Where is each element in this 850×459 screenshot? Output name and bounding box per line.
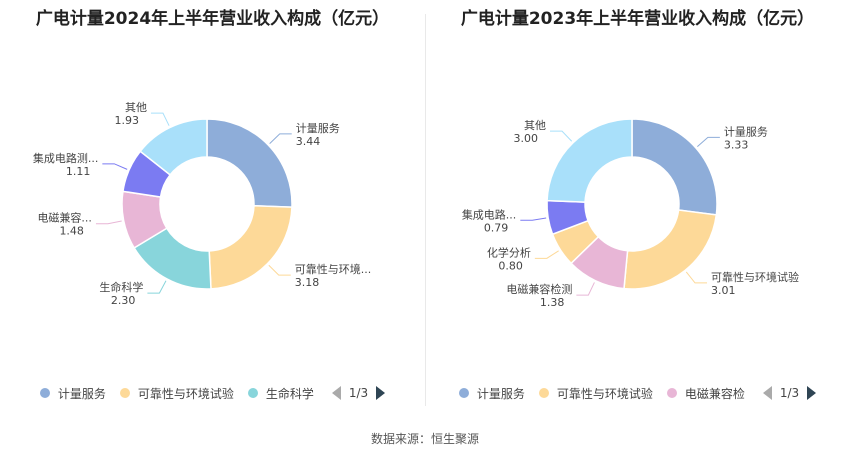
legend-marker-icon (458, 388, 469, 398)
slice-value-label: 3.18 (295, 276, 320, 289)
leader-line (534, 250, 559, 259)
slice-value-label: 1.48 (59, 225, 84, 238)
prev-page-icon[interactable] (331, 386, 341, 400)
slice-label: 其他 (524, 119, 546, 132)
legend: 计量服务 可靠性与环境试验 生命科学 1/3 (0, 383, 425, 403)
leader-line (150, 112, 170, 126)
chart-panel-2023: 广电计量2023年上半年营业收入构成（亿元） 计量服务 3.33 可靠性与环境试验 3… (425, 0, 850, 410)
leader-line (147, 280, 167, 294)
chart-title: 广电计量2023年上半年营业收入构成（亿元） (460, 9, 815, 29)
page-indicator: 1/3 (779, 386, 800, 400)
leader-line (576, 282, 595, 296)
slice-value-label: 0.79 (484, 221, 509, 234)
legend-label: 计量服务 (476, 386, 525, 401)
donut-slice[interactable] (206, 118, 293, 208)
legend-label: 可靠性与环境试验 (137, 386, 234, 401)
slice-label: 集成电路... (462, 207, 517, 221)
slice-value-label: 1.93 (114, 114, 139, 127)
slice-label: 电磁兼容... (37, 211, 92, 225)
slice-value-label: 1.11 (66, 165, 91, 178)
leader-line (95, 220, 122, 225)
next-page-icon[interactable] (376, 386, 386, 400)
legend-item[interactable]: 可靠性与环境试验 (119, 385, 234, 402)
legend-label: 电磁兼容检 (684, 386, 745, 401)
donut-slice[interactable] (631, 118, 718, 216)
legend-label: 可靠性与环境试验 (556, 386, 653, 401)
legend-label: 计量服务 (57, 386, 106, 401)
leader-line (685, 271, 708, 284)
slice-value-label: 3.00 (514, 132, 539, 145)
slice-label: 可靠性与环境试验 (711, 270, 799, 284)
slice-value-label: 0.80 (498, 259, 522, 272)
donut-slice[interactable] (139, 118, 208, 176)
legend-item[interactable]: 计量服务 (458, 385, 525, 402)
slice-label: 生命科学 (99, 280, 143, 294)
leader-line (269, 133, 292, 145)
slice-value-label: 1.38 (540, 296, 565, 309)
leader-line (697, 136, 720, 147)
slice-value-label: 3.01 (711, 284, 736, 297)
legend-pager: 1/3 (331, 386, 386, 400)
donut-slice[interactable] (623, 209, 718, 290)
chart-panel-2024: 广电计量2024年上半年营业收入构成（亿元） 计量服务 3.44 可靠性与环境...… (0, 0, 425, 410)
slice-value-label: 3.44 (296, 135, 321, 148)
legend-item[interactable]: 生命科学 (247, 385, 314, 402)
slice-label: 计量服务 (724, 125, 768, 138)
slice-value-label: 2.30 (111, 294, 136, 307)
legend-label: 生命科学 (265, 386, 314, 401)
chart-title: 广电计量2024年上半年营业收入构成（亿元） (35, 9, 390, 29)
data-source: 数据来源：恒生聚源 (370, 432, 479, 446)
donut-slice[interactable] (208, 204, 293, 290)
legend-marker-icon (538, 388, 549, 398)
leader-line (102, 163, 128, 170)
legend-item[interactable]: 可靠性与环境试验 (538, 385, 653, 402)
slice-label: 其他 (125, 101, 147, 114)
legend-marker-icon (119, 388, 130, 398)
legend-pager: 1/3 (762, 386, 817, 400)
slice-label: 化学分析 (487, 245, 531, 259)
next-page-icon[interactable] (807, 386, 817, 400)
panel-divider (425, 14, 426, 406)
legend-marker-icon (39, 388, 50, 398)
donut-slice[interactable] (546, 118, 633, 203)
leader-line (520, 217, 547, 221)
leader-line (268, 264, 291, 276)
slice-value-label: 3.33 (724, 138, 749, 151)
slice-label: 计量服务 (296, 122, 340, 135)
legend: 计量服务 可靠性与环境试验 电磁兼容检 1/3 (425, 383, 850, 403)
prev-page-icon[interactable] (762, 386, 772, 400)
leader-line (550, 130, 573, 142)
legend-item[interactable]: 电磁兼容检 (666, 385, 745, 402)
slice-label: 电磁兼容检测 (506, 282, 572, 296)
legend-item[interactable]: 计量服务 (39, 385, 106, 402)
page-indicator: 1/3 (348, 386, 369, 400)
slice-label: 可靠性与环境... (295, 262, 372, 276)
slice-label: 集成电路测... (33, 151, 99, 165)
legend-marker-icon (247, 388, 258, 398)
legend-marker-icon (666, 388, 677, 398)
